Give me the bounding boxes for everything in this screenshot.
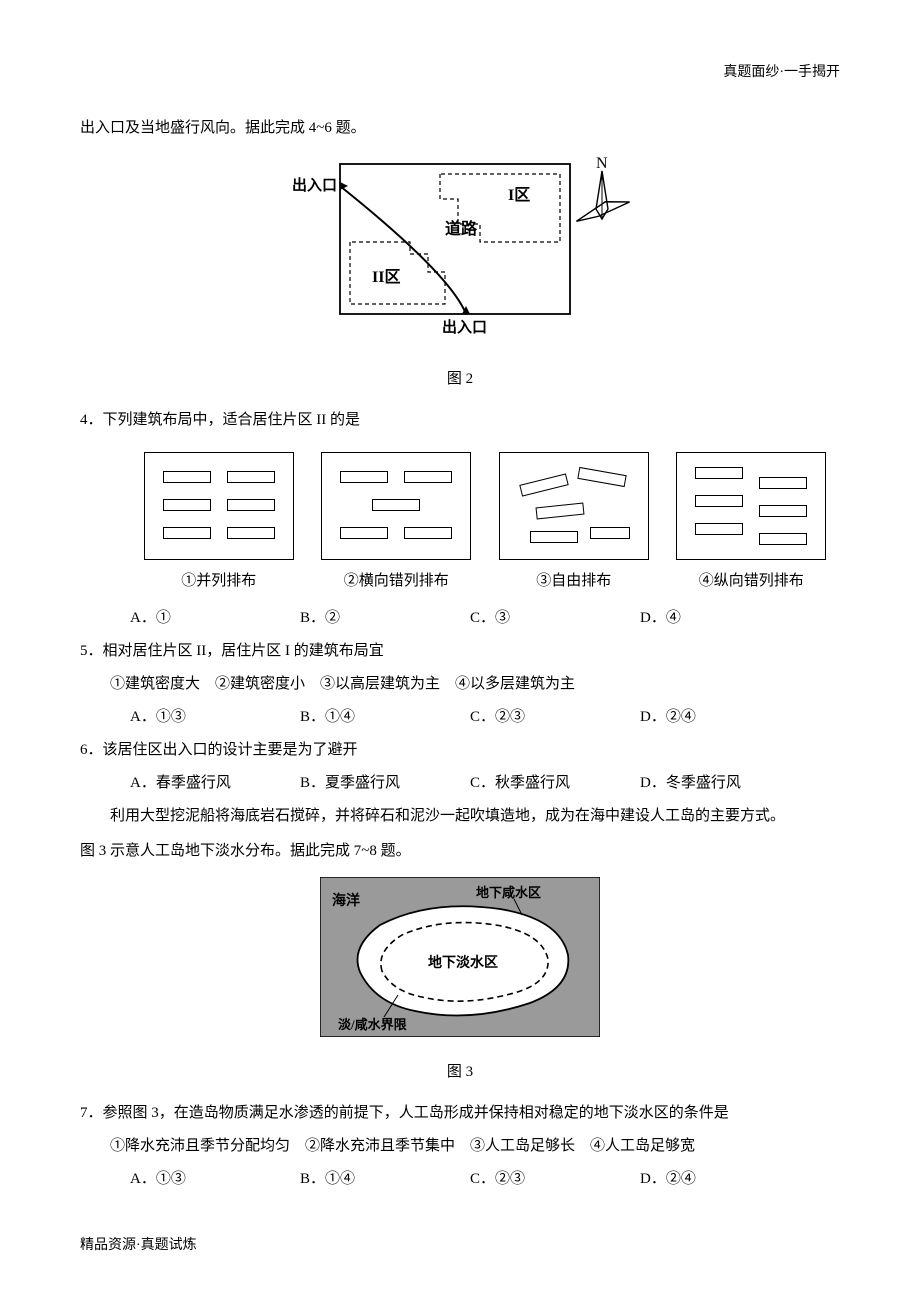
building-bar (695, 523, 743, 535)
q5-options: A．①③ B．①④ C．②③ D．②④ (130, 704, 840, 731)
q7-opt-c: C．②③ (470, 1166, 640, 1193)
svg-text:海洋: 海洋 (332, 892, 360, 909)
layout-1 (144, 452, 294, 560)
intro78-line2: 图 3 示意人工岛地下淡水分布。据此完成 7~8 题。 (80, 838, 840, 865)
svg-text:II区: II区 (372, 268, 400, 286)
building-bar (519, 474, 568, 497)
building-bar (535, 503, 584, 520)
figure-3-caption: 图 3 (80, 1059, 840, 1086)
layout-2-label: ②横向错列排布 (321, 568, 471, 595)
building-bar (163, 471, 211, 483)
q5-opt-a: A．①③ (130, 704, 300, 731)
q4-options: A．① B．② C．③ D．④ (130, 605, 840, 632)
building-bar (340, 527, 388, 539)
building-bar (163, 499, 211, 511)
svg-text:出入口: 出入口 (442, 318, 487, 336)
building-bar (759, 533, 807, 545)
building-bar (404, 471, 452, 483)
layout-3-label: ③自由排布 (499, 568, 649, 595)
q7-options: A．①③ B．①④ C．②③ D．②④ (130, 1166, 840, 1193)
svg-text:道路: 道路 (445, 219, 478, 238)
svg-text:地下咸水区: 地下咸水区 (476, 885, 541, 900)
figure-2-caption: 图 2 (80, 366, 840, 393)
layout-labels: ①并列排布 ②横向错列排布 ③自由排布 ④纵向错列排布 (130, 568, 840, 595)
q4-opt-a: A．① (130, 605, 300, 632)
svg-text:淡/咸水界限: 淡/咸水界限 (338, 1017, 408, 1032)
svg-text:N: N (596, 155, 608, 172)
q5-sub: ①建筑密度大 ②建筑密度小 ③以高层建筑为主 ④以多层建筑为主 (110, 671, 840, 698)
q7-opt-a: A．①③ (130, 1166, 300, 1193)
q4-opt-c: C．③ (470, 605, 640, 632)
q5-opt-b: B．①④ (300, 704, 470, 731)
building-bar (163, 527, 211, 539)
q7-stem: 7．参照图 3，在造岛物质满足水渗透的前提下，人工岛形成并保持相对稳定的地下淡水… (80, 1100, 840, 1127)
q6-options: A．春季盛行风 B．夏季盛行风 C．秋季盛行风 D．冬季盛行风 (130, 770, 840, 797)
svg-text:I区: I区 (508, 186, 530, 204)
svg-text:出入口: 出入口 (292, 176, 337, 194)
building-bar (227, 499, 275, 511)
q4-opt-b: B．② (300, 605, 470, 632)
layout-4 (676, 452, 826, 560)
q6-opt-d: D．冬季盛行风 (640, 770, 810, 797)
building-bar (340, 471, 388, 483)
layout-4-label: ④纵向错列排布 (676, 568, 826, 595)
layout-options-row (130, 452, 840, 560)
q7-opt-d: D．②④ (640, 1166, 810, 1193)
building-bar (404, 527, 452, 539)
q6-opt-c: C．秋季盛行风 (470, 770, 640, 797)
q7-opt-b: B．①④ (300, 1166, 470, 1193)
building-bar (590, 527, 630, 539)
q5-opt-d: D．②④ (640, 704, 810, 731)
building-bar (695, 467, 743, 479)
q5-opt-c: C．②③ (470, 704, 640, 731)
q6-stem: 6．该居住区出入口的设计主要是为了避开 (80, 737, 840, 764)
layout-2 (321, 452, 471, 560)
svg-text:地下淡水区: 地下淡水区 (428, 954, 498, 971)
building-bar (227, 527, 275, 539)
intro78-line1: 利用大型挖泥船将海底岩石搅碎，并将碎石和泥沙一起吹填造地，成为在海中建设人工岛的… (80, 803, 840, 830)
q5-stem: 5．相对居住片区 II，居住片区 I 的建筑布局宜 (80, 638, 840, 665)
building-bar (577, 467, 626, 487)
header-right-text: 真题面纱·一手揭开 (80, 60, 840, 85)
building-bar (695, 495, 743, 507)
footer-text: 精品资源·真题试炼 (80, 1233, 840, 1258)
building-bar (759, 505, 807, 517)
figure-3: 海洋 地下咸水区 地下淡水区 淡/咸水界限 (80, 877, 840, 1047)
q4-stem: 4．下列建筑布局中，适合居住片区 II 的是 (80, 407, 840, 434)
q4-opt-d: D．④ (640, 605, 810, 632)
building-bar (372, 499, 420, 511)
layout-1-label: ①并列排布 (144, 568, 294, 595)
q6-opt-b: B．夏季盛行风 (300, 770, 470, 797)
intro-line: 出入口及当地盛行风向。据此完成 4~6 题。 (80, 115, 840, 142)
building-bar (530, 531, 578, 543)
building-bar (227, 471, 275, 483)
figure-2: I区 II区 道路 出入口 出入口 N (80, 154, 840, 354)
q6-opt-a: A．春季盛行风 (130, 770, 300, 797)
building-bar (759, 477, 807, 489)
q7-sub: ①降水充沛且季节分配均匀 ②降水充沛且季节集中 ③人工岛足够长 ④人工岛足够宽 (110, 1133, 840, 1160)
layout-3 (499, 452, 649, 560)
